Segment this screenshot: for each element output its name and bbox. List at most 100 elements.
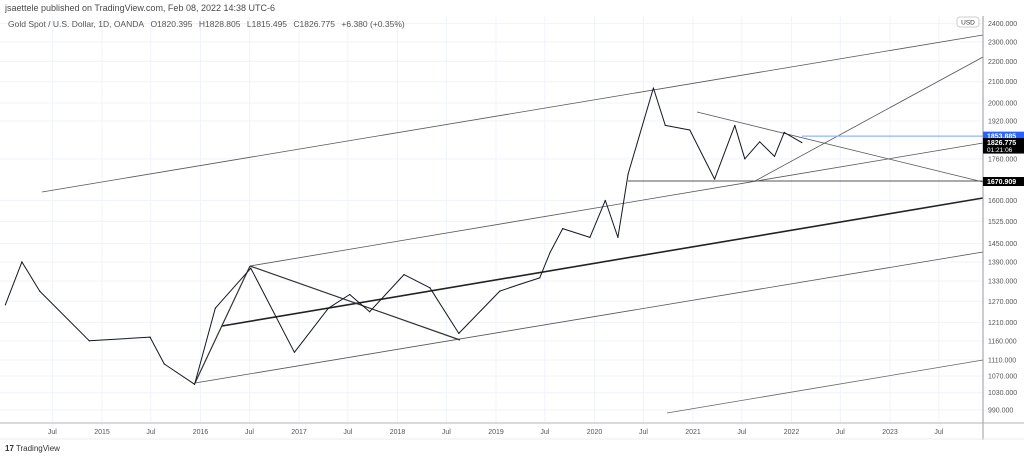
price-tick-label: 1450.000	[988, 241, 1017, 248]
price-point	[327, 307, 330, 309]
price-label-badge	[983, 131, 1024, 141]
publisher-line: jsaettele published on TradingView.com, …	[5, 3, 275, 13]
price-point	[783, 131, 785, 133]
price-point	[589, 236, 591, 239]
price-point	[652, 87, 655, 89]
price-tick-label: 1210.000	[988, 320, 1017, 327]
price-tick-label: 2200.000	[988, 59, 1017, 66]
price-point	[403, 274, 405, 276]
price-point	[562, 228, 564, 230]
price-point	[549, 251, 551, 254]
trendline	[696, 111, 984, 183]
time-tick-label: 2020	[587, 429, 603, 436]
price-point	[801, 141, 803, 144]
currency-badge-label: USD	[961, 20, 975, 27]
trendline	[194, 265, 251, 384]
price-point	[604, 199, 606, 202]
price-tick-label: 990.000	[988, 408, 1013, 415]
tv-logo-icon: 17	[5, 444, 14, 453]
time-tick-label: Jul	[442, 429, 451, 436]
brand-name: TradingView	[15, 444, 60, 453]
price-point	[689, 129, 691, 131]
trendline-drawings[interactable]	[41, 34, 984, 414]
price-label-value: 1853.885	[987, 134, 1016, 141]
price-point	[39, 290, 41, 292]
grid	[0, 16, 983, 423]
price-point	[250, 267, 252, 269]
ohlc-low: L1815.495	[246, 19, 288, 29]
price-point	[664, 124, 666, 127]
price-point	[214, 307, 216, 309]
time-tick-label: 2023	[882, 429, 898, 436]
ohlc-open: O1820.395	[150, 19, 193, 29]
trendline	[194, 251, 984, 384]
price-tick-label: 1600.000	[988, 198, 1017, 205]
price-tick-label: 1070.000	[988, 374, 1017, 381]
price-point	[734, 124, 736, 127]
trendline	[249, 142, 984, 267]
time-tick-label: Jul	[146, 429, 155, 436]
price-point	[499, 290, 501, 292]
price-point	[458, 332, 460, 334]
price-tick-label: 1030.000	[988, 390, 1017, 397]
ohlc-close: C1826.775	[293, 19, 336, 29]
time-tick-label: Jul	[343, 429, 352, 436]
price-point	[163, 363, 165, 365]
time-tick-label: 2021	[685, 429, 701, 436]
ohlc-change: +6.380 (+0.35%)	[341, 19, 405, 29]
time-tick-label: Jul	[540, 429, 549, 436]
price-point	[4, 304, 6, 306]
price-point	[193, 383, 196, 385]
symbol-name[interactable]: Gold Spot / U.S. Dollar, 1D, OANDA	[8, 19, 145, 29]
time-tick-label: Jul	[836, 429, 845, 436]
price-tick-label: 1160.000	[988, 338, 1017, 345]
trendline	[666, 359, 984, 414]
tradingview-logo[interactable]: 17 TradingView	[5, 444, 60, 453]
price-point	[713, 178, 716, 180]
price-tick-label: 1920.000	[988, 118, 1017, 125]
price-label-badge	[983, 138, 1024, 154]
price-line	[4, 87, 803, 385]
trendline	[754, 56, 984, 182]
price-tick-label: 1330.000	[988, 279, 1017, 286]
time-tick-label: 2015	[94, 429, 110, 436]
time-tick-label: 2019	[488, 429, 504, 436]
price-point	[88, 340, 90, 342]
time-tick-label: 2018	[390, 429, 406, 436]
price-label-value: 1826.775	[987, 140, 1016, 147]
price-label-value: 1670.909	[987, 179, 1016, 186]
time-tick-label: 2017	[291, 429, 307, 436]
price-point	[744, 158, 746, 160]
time-tick-label: 2022	[784, 429, 800, 436]
price-tick-label: 2400.000	[988, 21, 1017, 28]
price-tick-label: 1390.000	[988, 259, 1017, 266]
price-point	[617, 236, 619, 239]
price-axis[interactable]: 2400.000 2300.000 2200.000 2100.000 2000.000…	[988, 21, 1017, 415]
time-tick-label: Jul	[639, 429, 648, 436]
price-tick-label: 1525.000	[988, 219, 1017, 226]
price-point	[773, 155, 776, 157]
trendline	[41, 34, 984, 193]
price-point	[349, 293, 351, 296]
price-series	[4, 87, 803, 385]
price-tick-label: 2300.000	[988, 40, 1017, 47]
price-point	[21, 261, 23, 263]
price-tick-label: 1270.000	[988, 299, 1017, 306]
price-point	[539, 277, 541, 279]
trendline	[249, 265, 461, 341]
price-point	[369, 311, 371, 313]
trendline	[221, 197, 984, 327]
time-tick-label: Jul	[48, 429, 57, 436]
symbol-legend: Gold Spot / U.S. Dollar, 1D, OANDA O1820…	[8, 19, 409, 29]
price-label-badge	[983, 177, 1024, 187]
price-tick-label: 2100.000	[988, 79, 1017, 86]
currency-badge	[956, 16, 980, 28]
time-tick-label: Jul	[737, 429, 746, 436]
price-tick-label: 1110.000	[988, 358, 1016, 365]
price-point	[627, 173, 629, 175]
time-axis[interactable]: Jul 2015 Jul 2016 Jul 2017 Jul 2018 Jul 2019 Jul 20…	[48, 429, 944, 436]
price-point	[429, 287, 431, 289]
bar-countdown: 01:21:06	[987, 147, 1013, 154]
time-tick-label: 2016	[193, 429, 209, 436]
